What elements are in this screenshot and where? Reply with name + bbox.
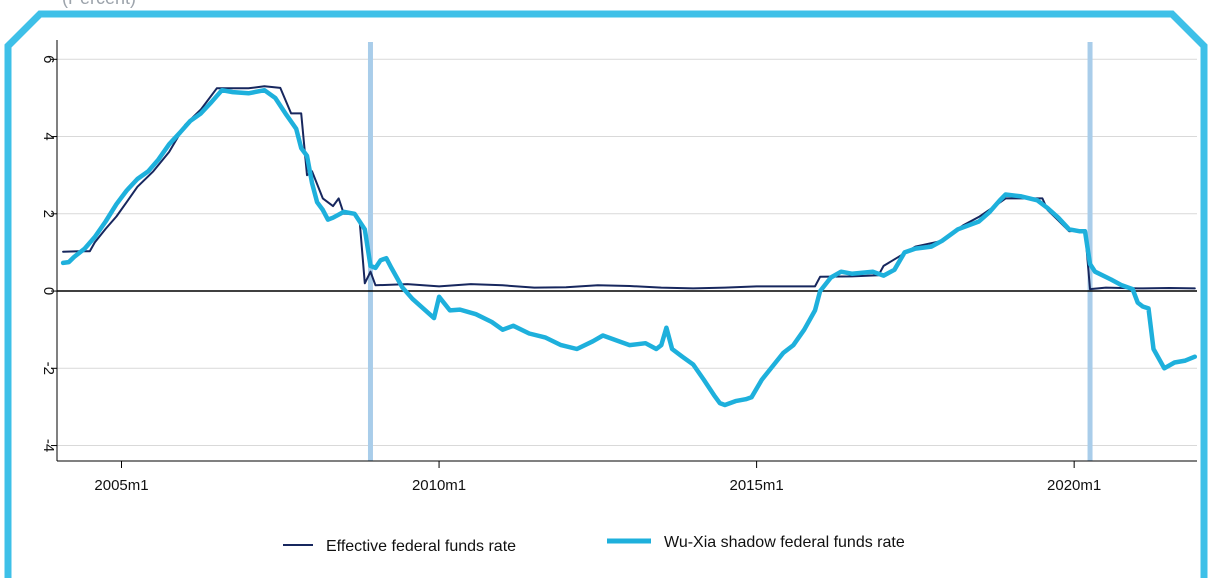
legend: Effective federal funds rate Wu-Xia shad…: [283, 534, 905, 555]
axes: [56, 40, 1197, 462]
grid-lines: [57, 58, 1197, 447]
series: [60, 85, 1198, 408]
x-tick-label-2: 2015m1: [729, 477, 783, 494]
x-ticks: 2005m1 2010m1 2015m1 2020m1: [94, 461, 1101, 494]
y-tick-label-3: 0: [40, 287, 57, 295]
y-ticks: 6 4 2 0 -2 -4: [40, 55, 57, 452]
y-tick-label-0: 6: [40, 55, 57, 63]
legend-label-effective-ffr: Effective federal funds rate: [326, 538, 516, 555]
y-tick-label-2: 2: [40, 210, 57, 218]
legend-label-shadow-rate: Wu-Xia shadow federal funds rate: [664, 534, 905, 551]
chart-note: (Percent): [62, 0, 136, 9]
y-tick-label-1: 4: [40, 132, 57, 140]
y-tick-label-5: -4: [40, 439, 57, 452]
series-line-shadow-rate: [60, 87, 1198, 408]
frame-outline: [4, 10, 1208, 578]
y-tick-label-4: -2: [40, 362, 57, 375]
x-tick-label-0: 2005m1: [94, 477, 148, 494]
recession-markers: [367, 42, 1093, 461]
series-line-effective-ffr: [62, 85, 1196, 291]
x-tick-label-3: 2020m1: [1047, 477, 1101, 494]
x-tick-label-1: 2010m1: [412, 477, 466, 494]
